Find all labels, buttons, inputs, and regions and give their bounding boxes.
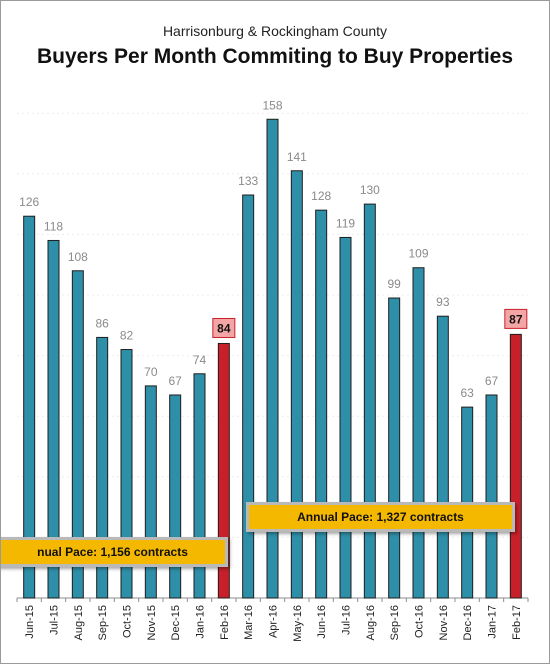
data-label: 109 xyxy=(408,247,428,261)
x-tick-label: Dec-15 xyxy=(170,605,182,640)
data-label: 108 xyxy=(68,250,88,264)
annual-pace-2016-annotation: Annual Pace: 1,327 contracts xyxy=(246,502,515,532)
data-label: 158 xyxy=(262,98,282,112)
annual-pace-2015-annotation: nual Pace: 1,156 contracts xyxy=(1,537,228,567)
highlight-label-box xyxy=(504,308,528,329)
data-label: 86 xyxy=(95,316,109,330)
data-label: 84 xyxy=(217,321,231,335)
bar xyxy=(388,297,401,599)
bar xyxy=(266,118,279,599)
x-tick-label: Aug-16 xyxy=(365,605,377,640)
bar xyxy=(315,209,328,599)
bar xyxy=(485,394,498,599)
bar xyxy=(144,385,157,599)
data-label: 119 xyxy=(336,216,355,230)
bar xyxy=(71,270,84,599)
x-tick-label: Jan-17 xyxy=(487,605,499,639)
x-tick-label: Jan-16 xyxy=(195,605,207,639)
data-label: 130 xyxy=(360,183,380,197)
highlighted-bar xyxy=(509,333,522,599)
x-tick-label: Jul-16 xyxy=(341,605,353,635)
data-label: 118 xyxy=(44,219,63,233)
x-tick-label: Jun-15 xyxy=(24,605,36,639)
bar xyxy=(96,336,109,599)
bar xyxy=(23,215,36,599)
bar xyxy=(290,170,303,599)
x-tick-label: Feb-17 xyxy=(511,605,523,640)
bar xyxy=(120,349,133,599)
bar xyxy=(242,194,255,599)
x-tick-label: Oct-16 xyxy=(414,605,426,638)
bar xyxy=(412,267,425,599)
bar xyxy=(339,236,352,599)
data-label: 82 xyxy=(120,329,134,343)
data-label: 99 xyxy=(387,277,401,291)
x-tick-label: Jul-15 xyxy=(49,605,61,635)
data-label: 63 xyxy=(460,386,474,400)
x-tick-label: Mar-16 xyxy=(243,605,255,640)
x-tick-label: Nov-16 xyxy=(438,605,450,640)
x-tick-label: Aug-15 xyxy=(73,605,85,640)
x-tick-label: Apr-16 xyxy=(268,605,280,638)
bar xyxy=(193,373,206,599)
data-label: 93 xyxy=(436,295,450,309)
bar xyxy=(47,239,60,599)
data-label: 67 xyxy=(168,374,182,388)
x-tick-label: Sep-15 xyxy=(97,605,109,640)
bar xyxy=(363,203,376,599)
x-tick-label: Jun-16 xyxy=(316,605,328,639)
bar xyxy=(436,315,449,599)
data-label: 128 xyxy=(311,189,331,203)
x-tick-label: Dec-16 xyxy=(462,605,474,640)
data-label: 133 xyxy=(238,174,258,188)
data-label: 67 xyxy=(485,374,499,388)
data-label: 126 xyxy=(19,195,39,209)
highlight-label-box xyxy=(212,317,236,338)
x-tick-label: Nov-15 xyxy=(146,605,158,640)
x-tick-label: Feb-16 xyxy=(219,605,231,640)
x-tick-label: Oct-15 xyxy=(122,605,134,638)
chart-subtitle: Harrisonburg & Rockingham County xyxy=(162,23,388,39)
chart-title: Buyers Per Month Commiting to Buy Proper… xyxy=(36,45,514,68)
data-label: 70 xyxy=(144,365,158,379)
data-label: 74 xyxy=(193,353,207,367)
data-label: 87 xyxy=(509,312,523,326)
x-tick-label: May-16 xyxy=(292,605,304,642)
data-label: 141 xyxy=(287,150,307,164)
x-tick-label: Sep-16 xyxy=(389,605,401,640)
highlighted-bar xyxy=(217,342,230,599)
bar xyxy=(169,394,182,599)
